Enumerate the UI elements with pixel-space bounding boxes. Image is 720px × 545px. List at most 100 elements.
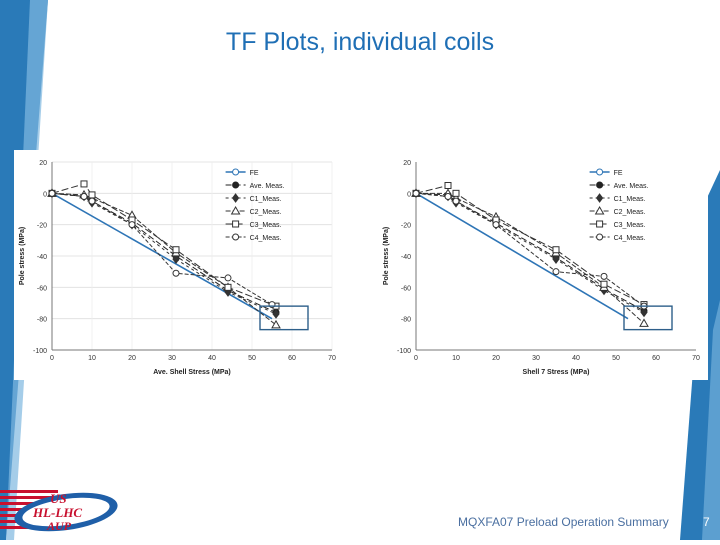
svg-text:HL-LHC: HL-LHC — [32, 505, 82, 520]
series-line — [415, 192, 645, 312]
legend-marker — [232, 181, 240, 189]
data-point — [600, 280, 608, 288]
legend-label: C3_Meas. — [250, 222, 282, 229]
y-tick-label: -60 — [401, 285, 411, 292]
x-axis-label: Shell 7 Stress (MPa) — [523, 369, 590, 376]
series-0 — [51, 192, 273, 320]
x-tick-label: 70 — [328, 355, 336, 362]
legend-marker — [232, 233, 240, 241]
y-tick-label: 0 — [43, 191, 47, 198]
legend-marker — [232, 220, 240, 228]
series-5 — [412, 189, 648, 310]
legend-label: Ave. Meas. — [250, 183, 285, 190]
data-point — [444, 182, 452, 189]
data-point — [88, 191, 96, 199]
series-3 — [411, 188, 649, 327]
series-0 — [415, 192, 629, 320]
data-point — [224, 274, 232, 282]
legend-marker — [231, 193, 240, 203]
legend-marker — [596, 181, 604, 189]
series-line — [415, 192, 645, 307]
data-point — [552, 268, 560, 276]
svg-text:AUP: AUP — [46, 519, 72, 533]
legend-label: C2_Meas. — [614, 209, 646, 216]
y-tick-label: -20 — [401, 223, 411, 230]
legend: FE Ave. Meas. C1_Meas. C2_Meas. C3_Meas. C4_M… — [225, 168, 285, 242]
data-point — [640, 307, 648, 318]
legend-marker — [230, 205, 241, 215]
y-tick-label: -100 — [33, 348, 47, 355]
series-4 — [412, 182, 648, 309]
x-tick-label: 70 — [692, 355, 700, 362]
highlight-box — [623, 305, 673, 331]
slide-title: TF Plots, individual coils — [225, 28, 495, 56]
y-axis-label: Pole stress (MPa) — [19, 227, 26, 285]
legend-label: C4_Meas. — [250, 235, 282, 242]
legend: FE Ave. Meas. C1_Meas. C2_Meas. C3_Meas. C4_M… — [589, 168, 649, 242]
legend-marker — [596, 220, 604, 228]
x-axis-label: Ave. Shell Stress (MPa) — [153, 369, 231, 376]
data-point — [88, 197, 96, 205]
y-tick-label: -100 — [397, 348, 411, 355]
data-point — [552, 246, 560, 254]
x-tick-label: 40 — [572, 355, 580, 362]
data-point — [172, 246, 180, 254]
chart-right: 20 0 -20 -40 -60 -80 -100 0 10 20 30 40 50 60 70 Shell … — [378, 150, 708, 380]
data-point — [492, 221, 500, 229]
x-tick-label: 40 — [208, 355, 216, 362]
legend-label: C1_Meas. — [614, 196, 646, 203]
series-5 — [48, 189, 276, 309]
x-tick-label: 20 — [492, 355, 500, 362]
x-tick-label: 50 — [612, 355, 620, 362]
series-line — [415, 192, 629, 320]
x-tick-label: 0 — [50, 355, 54, 362]
us-hl-lhc-aup-logo: US HL-LHC AUP — [0, 486, 120, 540]
series-line — [51, 192, 273, 305]
footer-text: MQXFA07 Preload Operation Summary — [458, 515, 669, 529]
data-point — [412, 189, 420, 197]
data-point — [80, 192, 88, 200]
x-tick-label: 50 — [248, 355, 256, 362]
x-tick-label: 10 — [88, 355, 96, 362]
data-point — [444, 192, 452, 200]
legend-marker — [232, 168, 240, 176]
data-point — [452, 189, 460, 197]
series-line — [51, 192, 273, 320]
y-axis-label: Pole stress (MPa) — [383, 227, 390, 285]
y-tick-label: -60 — [37, 285, 47, 292]
y-tick-label: -40 — [401, 254, 411, 261]
legend-label: C1_Meas. — [250, 196, 282, 203]
series-1 — [48, 189, 280, 316]
x-tick-label: 60 — [288, 355, 296, 362]
y-tick-label: 0 — [407, 191, 411, 198]
y-tick-label: -80 — [37, 317, 47, 324]
x-tick-label: 10 — [452, 355, 460, 362]
y-tick-label: -20 — [37, 223, 47, 230]
series-2 — [48, 188, 280, 319]
data-point — [272, 309, 280, 319]
data-point — [639, 318, 649, 327]
y-tick-label: -40 — [37, 254, 47, 261]
x-tick-label: 20 — [128, 355, 136, 362]
y-tick-label: 20 — [403, 160, 411, 167]
highlight-box — [259, 305, 309, 331]
legend-label: C4_Meas. — [614, 235, 646, 242]
series-line — [415, 192, 645, 313]
y-tick-label: 20 — [39, 160, 47, 167]
data-point — [271, 319, 281, 329]
data-point — [224, 283, 232, 291]
svg-text:US: US — [50, 491, 67, 506]
x-tick-label: 30 — [168, 355, 176, 362]
data-point — [172, 269, 180, 277]
legend-label: C2_Meas. — [250, 209, 282, 216]
x-tick-label: 60 — [652, 355, 660, 362]
data-point — [172, 254, 180, 264]
series-2 — [412, 188, 648, 318]
data-point — [552, 254, 560, 264]
data-point — [452, 197, 460, 205]
series-line — [51, 183, 277, 307]
chart-left: 20 0 -20 -40 -60 -80 -100 0 10 20 30 40 50 60 70 Ave. S… — [14, 150, 344, 380]
legend-label: FE — [250, 170, 259, 177]
